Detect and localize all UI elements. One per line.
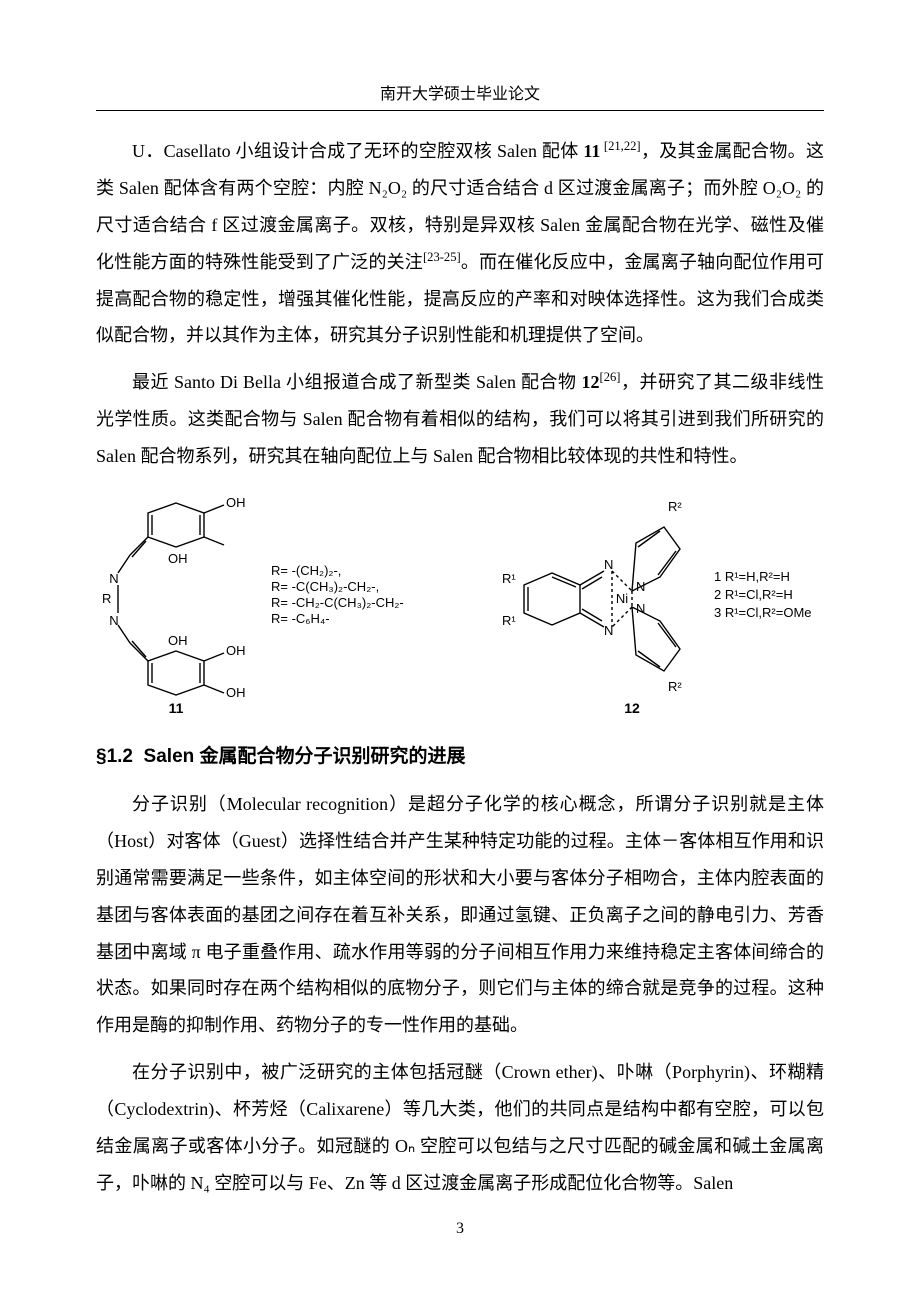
r2-a: R²	[668, 499, 682, 514]
atom-n-3: N	[636, 579, 645, 594]
atom-n-bottom: N	[109, 613, 118, 628]
section-1-2-heading: §1.2 Salen 金属配合物分子识别研究的进展	[96, 741, 824, 768]
atom-oh-1: OH	[226, 495, 246, 510]
figure-11: OH OH N R N OH OH OH R= -(CH₂)₂-, R= -C(…	[96, 485, 426, 715]
page-number: 3	[0, 1220, 920, 1238]
header-rule	[96, 110, 824, 111]
fig12-label: 12	[624, 700, 640, 715]
p2-prefix: 最近 Santo Di Bella 小组报道合成了新型类 Salen 配合物	[132, 372, 582, 392]
atom-n-4: N	[636, 601, 645, 616]
atom-n-top: N	[109, 571, 118, 586]
para-4: 在分子识别中，被广泛研究的主体包括冠醚（Crown ether)、卟啉（Porp…	[96, 1054, 824, 1202]
fig11-r4: R= -C₆H₄-	[271, 611, 330, 626]
p1-cite-b: [23-25]	[423, 250, 461, 264]
atom-n-1: N	[604, 557, 613, 572]
r2-b: R²	[668, 679, 682, 694]
atom-n-2: N	[604, 623, 613, 638]
atom-oh-2: OH	[168, 551, 188, 566]
para-2: 最近 Santo Di Bella 小组报道合成了新型类 Salen 配合物 1…	[96, 364, 824, 475]
section-num: §1.2	[96, 746, 133, 767]
section-title: Salen 金属配合物分子识别研究的进展	[144, 746, 466, 767]
atom-r: R	[102, 591, 111, 606]
p1-bold-a: 11	[583, 141, 600, 161]
fig11-label: 11	[169, 700, 184, 715]
atom-oh-5: OH	[226, 685, 246, 700]
p2-cite: [26]	[600, 370, 621, 384]
fig11-r3: R= -CH₂-C(CH₃)₂-CH₂-	[271, 595, 404, 610]
para-3: 分子识别（Molecular recognition）是超分子化学的核心概念，所…	[96, 786, 824, 1044]
fig12-leg-2: 2 R¹=Cl,R²=H	[714, 587, 793, 602]
p2-bold: 12	[582, 372, 600, 392]
p1-cite-a: [21,22]	[600, 139, 640, 153]
r1-a: R¹	[502, 571, 516, 586]
fig12-leg-3: 3 R¹=Cl,R²=OMe	[714, 605, 812, 620]
running-head: 南开大学硕士毕业论文	[96, 80, 824, 104]
figure-12: Ni N N N N R¹ R¹ R² R² 1 R¹=H,R²=H 2 R¹=…	[454, 485, 824, 715]
fig11-r1: R= -(CH₂)₂-,	[271, 563, 341, 578]
para-1: U．Casellato 小组设计合成了无环的空腔双核 Salen 配体 11 […	[96, 133, 824, 354]
atom-oh-4: OH	[226, 643, 246, 658]
fig11-r2: R= -C(CH₃)₂-CH₂-,	[271, 579, 379, 594]
fig12-leg-1: 1 R¹=H,R²=H	[714, 569, 790, 584]
atom-oh-3: OH	[168, 633, 188, 648]
p1-prefix: U．Casellato 小组设计合成了无环的空腔双核 Salen 配体	[132, 141, 583, 161]
atom-ni: Ni	[616, 591, 628, 606]
r1-b: R¹	[502, 613, 516, 628]
figure-row: OH OH N R N OH OH OH R= -(CH₂)₂-, R= -C(…	[96, 485, 824, 715]
